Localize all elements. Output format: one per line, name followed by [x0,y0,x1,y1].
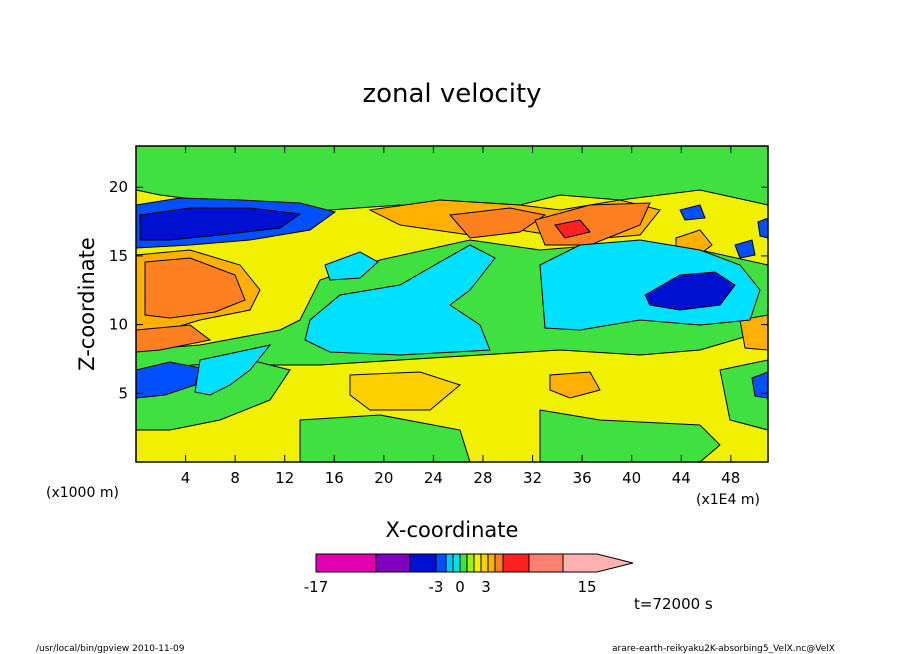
colorbar-segment [435,553,447,573]
colorbar-tick-label: 3 [481,578,491,596]
x-tick-label: 48 [721,469,740,487]
colorbar-tick-label: 0 [455,578,465,596]
darkblue-right-core [644,271,736,311]
colorbar-segment [502,553,530,573]
x-tick-label: 20 [374,469,393,487]
x-tick-label: 36 [573,469,592,487]
colorbar-segment [466,553,475,573]
y-unit-label: (x1000 m) [46,485,119,501]
colorbar-segment [487,553,496,573]
y-tick-label: 20 [109,178,128,196]
colorbar-segment [452,553,461,573]
orange-mid-left [136,324,212,353]
colorbar-segment [459,553,468,573]
blue-lower-left [136,361,201,399]
blue-right-top-a [679,204,706,221]
x-tick-label: 40 [622,469,641,487]
y-tick-label: 5 [118,384,128,402]
orange-left-core [144,257,246,319]
orange-right-edge [739,314,768,351]
green-bottom-center [299,414,471,462]
chart-title: zonal velocity [362,79,541,109]
cyan-lower-left-teeth [194,344,272,396]
colorbar-segment [562,553,634,573]
cyan-right [539,239,761,331]
blue-right-top-b [734,239,756,259]
footer-right-note: arare-earth-reikyaku2K-absorbing5_VelX.n… [612,644,835,654]
colorbar-tick-label: -3 [429,578,444,596]
colorbar-segment [473,553,482,573]
x-tick-label: 24 [424,469,443,487]
x-tick-label: 44 [672,469,691,487]
orange-lower-center [349,371,462,411]
orange-upper-core-a [449,207,547,239]
colorbar-segment [528,553,564,573]
x-tick-label: 12 [275,469,294,487]
x-tick-label: 32 [523,469,542,487]
colorbar-tick-label: 15 [577,578,596,596]
colorbar-segment [409,553,437,573]
colorbar-segment [494,553,504,573]
x-tick-label: 8 [230,469,240,487]
x-tick-label: 4 [181,469,191,487]
x-unit-label: (x1E4 m) [696,492,760,508]
colorbar-tick-labels: -17 -3 0 3 15 [304,578,597,596]
x-tick-label: 28 [473,469,492,487]
x-axis-ticks: 4 8 12 16 20 24 28 32 36 40 44 48 [181,146,740,487]
colorbar-tick-label: -17 [304,578,329,596]
x-tick-label: 16 [325,469,344,487]
colorbar-segment [445,553,454,573]
cyan-mid-small [324,251,379,281]
footer-left-note: /usr/local/bin/gpview 2010-11-09 [36,644,185,654]
colorbar-segment [315,553,377,573]
plot-frame [135,145,769,463]
y-axis-title: Z-coordinate [75,237,99,371]
colorbar-segment [480,553,489,573]
colorbar [315,553,634,573]
y-axis-ticks: 5 10 15 20 [109,178,768,402]
x-axis-title: X-coordinate [386,518,519,542]
orange-lower-right [549,371,601,399]
orange-upper-core-c [554,219,591,239]
darkblue-upper-jet [139,207,302,241]
y-tick-label: 10 [109,316,128,334]
blue-right-top-c [757,217,768,239]
colorbar-segment [375,553,411,573]
y-tick-label: 15 [109,247,128,265]
green-bottom-right [539,409,721,462]
contour-field [136,146,768,462]
time-label: t=72000 s [634,595,713,613]
cyan-central [304,244,496,356]
blue-right-lower [751,371,768,399]
